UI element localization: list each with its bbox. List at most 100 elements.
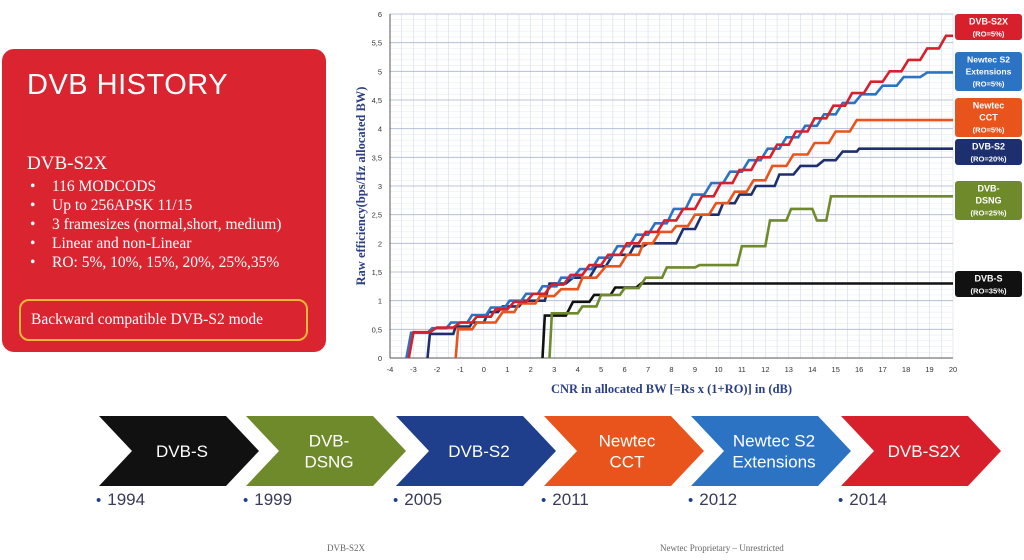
- x-tick-label: -4: [387, 365, 394, 374]
- legend-item: DVB-S (RO=35%): [955, 271, 1022, 297]
- legend-label: DVB-S2X: [969, 17, 1008, 27]
- x-tick-label: 8: [669, 365, 673, 374]
- bullet-dot: •: [243, 492, 249, 509]
- x-tick-label: 6: [622, 365, 626, 374]
- x-tick-label: 5: [599, 365, 603, 374]
- timeline-step-1999: DVB- DSNG: [246, 416, 406, 486]
- legend-box: [955, 181, 1022, 220]
- dvb-history-panel: DVB HISTORY DVB-S2X 116 MODCODS Up to 25…: [2, 49, 326, 352]
- x-axis-title: CNR in allocated BW [=Rs x (1+RO)] in (d…: [551, 382, 792, 396]
- x-tick-label: -1: [457, 365, 464, 374]
- x-tick-label: 1: [505, 365, 509, 374]
- series-line: [548, 195, 953, 359]
- year-2014: • 2014: [838, 490, 887, 510]
- legend-label: (RO=5%): [973, 126, 1005, 135]
- x-tick-label: 10: [714, 365, 722, 374]
- timeline-label: Newtec: [599, 432, 656, 451]
- legend-label: Extensions: [966, 67, 1012, 77]
- x-tick-label: 18: [902, 365, 910, 374]
- timeline-label: DVB-S2X: [888, 442, 961, 461]
- x-tick-label: 20: [949, 365, 957, 374]
- timeline-arrow: [99, 416, 259, 486]
- year-1999: • 1999: [243, 490, 292, 510]
- timeline-step-1994: DVB-S: [99, 416, 259, 486]
- legend-item: Newtec CCT (RO=5%): [955, 98, 1022, 137]
- x-tick-label: 12: [761, 365, 769, 374]
- bullet-dot: •: [838, 492, 844, 509]
- x-tick-label: 9: [693, 365, 697, 374]
- x-tick-label: 16: [855, 365, 863, 374]
- x-tick-label: 7: [646, 365, 650, 374]
- series-dvb-s: [541, 282, 953, 359]
- legend-label: DVB-S: [974, 274, 1002, 284]
- timeline-step-2014: DVB-S2X: [841, 416, 1001, 486]
- y-tick-label: 0,5: [372, 325, 382, 334]
- x-tick-label: 13: [785, 365, 793, 374]
- legend-box: [955, 14, 1022, 40]
- year-2011: • 2011: [541, 490, 589, 510]
- bullet-dot: •: [393, 492, 399, 509]
- x-tick-label: 19: [925, 365, 933, 374]
- series-newtec-cct: [454, 118, 953, 359]
- y-tick-label: 3: [378, 182, 382, 191]
- y-tick-label: 6: [378, 10, 382, 19]
- bullet-dot: •: [688, 492, 694, 509]
- x-tick-label: 3: [552, 365, 556, 374]
- feature-item: Linear and non-Linear: [30, 234, 315, 253]
- compat-callout: Backward compatible DVB-S2 mode: [19, 299, 308, 341]
- compat-text: Backward compatible DVB-S2 mode: [31, 311, 264, 328]
- feature-item: RO: 5%, 10%, 15%, 20%, 25%,35%: [30, 253, 315, 272]
- series-line: [454, 118, 953, 359]
- year-label: 1994: [107, 490, 146, 509]
- feature-item: 3 framesizes (normal,short, medium): [30, 215, 315, 234]
- legend-label: (RO=5%): [973, 30, 1005, 39]
- timeline-step-2005: DVB-S2: [396, 416, 556, 486]
- x-tick-label: -3: [410, 365, 417, 374]
- footer-left: DVB-S2X: [327, 543, 366, 553]
- bullet-dot: •: [96, 492, 102, 509]
- legend-item: DVB-S2X (RO=5%): [955, 14, 1022, 40]
- feature-item: 116 MODCODS: [30, 177, 315, 196]
- x-tick-label: 17: [878, 365, 886, 374]
- legend-item: DVB-S2 (RO=20%): [955, 139, 1022, 165]
- legend-label: (RO=35%): [970, 287, 1007, 296]
- year-2005: • 2005: [393, 490, 442, 510]
- timeline-step-2012: Newtec S2 Extensions: [691, 416, 851, 486]
- y-tick-label: 0: [378, 354, 382, 363]
- x-tick-label: 15: [832, 365, 840, 374]
- year-1994: • 1994: [96, 490, 145, 510]
- timeline-label: DSNG: [304, 453, 353, 472]
- y-tick-label: 5: [378, 67, 382, 76]
- legend-item: DVB- DSNG (RO=25%): [955, 181, 1022, 220]
- feature-list: 116 MODCODS Up to 256APSK 11/15 3 frames…: [30, 177, 315, 272]
- legend-label: (RO=25%): [970, 209, 1007, 218]
- legend-label: CCT: [979, 113, 998, 123]
- y-tick-label: 1: [378, 297, 382, 306]
- footer-right: Newtec Proprietary – Unrestricted: [660, 543, 784, 553]
- timeline-label: Newtec S2: [733, 432, 815, 451]
- legend-label: (RO=5%): [973, 80, 1005, 89]
- year-label: 2014: [849, 490, 888, 509]
- year-label: 2011: [552, 490, 589, 509]
- x-tick-label: 2: [529, 365, 533, 374]
- year-label: 2005: [404, 490, 443, 509]
- timeline-label: DVB-S2: [448, 442, 509, 461]
- legend-label: DVB-S2: [972, 142, 1005, 152]
- x-tick-label: 11: [738, 365, 746, 374]
- legend-label: DVB-: [978, 184, 1000, 194]
- timeline-arrow: [396, 416, 556, 486]
- series-dvb-dsng: [548, 195, 953, 359]
- x-tick-label: 14: [808, 365, 816, 374]
- panel-title: DVB HISTORY: [27, 69, 229, 101]
- timeline-label: Extensions: [732, 453, 815, 472]
- bullet-dot: •: [541, 492, 547, 509]
- year-2012: • 2012: [688, 490, 737, 510]
- x-tick-label: 4: [576, 365, 580, 374]
- legend-label: DSNG: [975, 196, 1001, 206]
- timeline-label: CCT: [610, 453, 645, 472]
- feature-item: Up to 256APSK 11/15: [30, 196, 315, 215]
- series-line: [541, 282, 953, 359]
- legend-item: Newtec S2 Extensions (RO=5%): [955, 52, 1022, 91]
- legend-label: Newtec: [973, 101, 1005, 111]
- series-line: [407, 34, 953, 359]
